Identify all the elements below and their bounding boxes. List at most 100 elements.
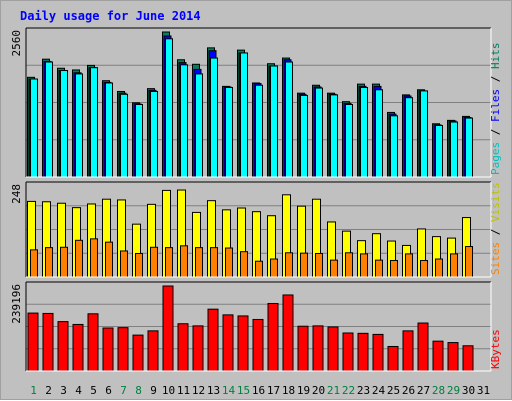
bar-sites [375,259,383,278]
bar-sites [435,258,443,278]
bar-pages [375,89,383,178]
bar-kbytes [387,345,399,372]
axis-label-part: / [489,222,502,242]
y-max-label: 248 [10,184,23,204]
bar-sites [135,253,143,278]
x-tick-label: 4 [75,384,82,397]
bar-sites [465,246,473,278]
series-axis-label: Pages / Files / Hits [489,43,502,176]
bar-sites [180,245,188,278]
x-tick-label: 14 [222,384,236,397]
bar-pages [300,94,308,178]
bar-kbytes [282,294,294,372]
bar-kbytes [162,285,174,372]
x-tick-label: 11 [177,384,190,397]
x-tick-label: 9 [150,384,157,397]
bar-pages [180,64,188,178]
bar-sites [330,259,338,278]
bar-sites [210,247,218,278]
bar-sites [255,260,263,278]
bar-kbytes [177,323,189,372]
x-axis-labels: 1 2 3 4 5 6 7 8 9 10 11 12 13 14 15 16 17 18 19 20 21 22 23 24 2… [30,384,490,397]
bar-sites [195,247,203,278]
x-tick-label: 25 [387,384,400,397]
x-tick-label: 8 [135,384,142,397]
bar-sites [315,253,323,278]
x-tick-label: 1 [30,384,37,397]
bar-pages [420,90,428,178]
bar-kbytes [117,327,129,372]
bar-kbytes [447,342,459,372]
series-axis-label: KBytes [489,329,502,369]
axis-label-part: Files [489,89,502,122]
x-tick-label: 15 [237,384,250,397]
bar-kbytes [342,332,354,372]
bar-pages [270,65,278,178]
bar-pages [285,61,293,178]
bar-sites [75,239,83,278]
bar-pages [405,97,413,178]
x-tick-label: 13 [207,384,220,397]
bar-pages [90,67,98,178]
y-max-label: 2560 [10,30,23,57]
x-tick-label: 7 [120,384,127,397]
x-tick-label: 27 [417,384,430,397]
bar-pages [135,104,143,178]
bar-pages [450,121,458,178]
bar-sites [150,246,158,278]
x-tick-label: 20 [312,384,325,397]
bar-kbytes [327,326,339,372]
bar-pages [120,93,128,178]
bar-pages [210,57,218,178]
bar-sites [420,259,428,278]
bar-pages [105,82,113,178]
x-tick-label: 28 [432,384,445,397]
bar-sites [120,250,128,278]
bar-pages [315,87,323,178]
bar-sites [30,249,38,278]
bar-sites [270,258,278,278]
bar-sites [345,252,353,278]
bar-sites [45,247,53,278]
axis-label-part: KBytes [489,329,502,369]
bar-pages [45,61,53,178]
bar-sites [360,253,368,278]
axis-label-part: Sites [489,242,502,275]
bar-pages [225,87,233,178]
x-tick-label: 26 [402,384,415,397]
panel-2: 248 Sites / Visits [10,181,502,278]
bar-pages [165,38,173,178]
x-tick-label: 2 [45,384,52,397]
bar-kbytes [147,330,159,372]
x-tick-label: 24 [372,384,386,397]
bar-kbytes [432,340,444,372]
bar-kbytes [207,308,219,372]
x-tick-label: 29 [447,384,460,397]
bar-pages [360,87,368,178]
x-tick-label: 17 [267,384,280,397]
bar-kbytes [402,330,414,372]
x-tick-label: 21 [327,384,340,397]
x-tick-label: 10 [162,384,175,397]
bar-sites [300,252,308,278]
x-tick-label: 18 [282,384,295,397]
bar-pages [150,90,158,178]
bar-kbytes [102,327,114,372]
bar-pages [255,84,263,178]
bar-pages [30,78,38,178]
x-tick-label: 19 [297,384,310,397]
bar-kbytes [72,323,84,372]
bar-kbytes [252,318,264,372]
panel-3: 239196 KBytes [10,281,502,372]
bar-kbytes [372,333,384,372]
axis-label-part: / [489,122,502,142]
bar-pages [240,52,248,178]
bar-sites [165,247,173,278]
bar-sites [90,238,98,278]
bar-pages [435,124,443,178]
bar-kbytes [237,315,249,372]
bar-kbytes [297,325,309,372]
chart-title: Daily usage for June 2014 [20,9,201,23]
